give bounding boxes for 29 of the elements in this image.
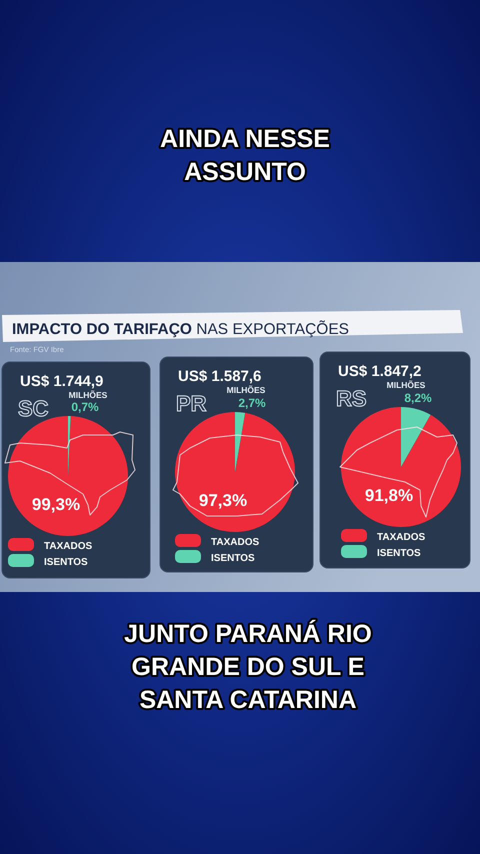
chart-subtitle: MILHÕES <box>386 380 426 390</box>
text: PR <box>176 391 207 416</box>
chart-title: US$ 1.587,6 <box>178 368 262 385</box>
chart-title: US$ 1.744,9 <box>20 373 104 390</box>
chart-subtitle: MILHÕES <box>68 390 108 400</box>
pie-slice <box>401 407 431 467</box>
legend-label: TAXADOS <box>211 537 260 548</box>
legend-label: ISENTOS <box>211 553 256 564</box>
legend-label: TAXADOS <box>377 532 426 543</box>
pie-slice <box>235 412 246 472</box>
data-label: 97,3% <box>198 491 248 510</box>
legend-label: ISENTOS <box>377 548 422 559</box>
text: AINDA NESSE ASSUNTO <box>160 125 330 186</box>
data-label: 99,3% <box>32 495 80 514</box>
pie-slice <box>341 407 461 527</box>
chart-title: US$ 1.847,2 <box>338 363 422 380</box>
text: IMPACTO DO TARIFAÇO NAS EXPORTAÇÕES <box>12 320 350 338</box>
data-label: 2,7% <box>238 396 266 410</box>
text: JUNTO PARANÁ RIO GRANDE DO SUL E SANTA CATARINA <box>124 619 372 714</box>
chart-subtitle: MILHÕES <box>226 385 266 395</box>
legend-label: ISENTOS <box>44 557 88 568</box>
pie-slice <box>175 412 295 532</box>
data-label: 0,7% <box>71 400 99 414</box>
data-label: 8,2% <box>404 391 432 405</box>
pie-slice <box>8 416 128 536</box>
legend-label: TAXADOS <box>44 541 92 552</box>
data-label: 91,8% <box>364 486 414 505</box>
text: SC <box>18 396 49 421</box>
text: RS <box>336 386 367 411</box>
